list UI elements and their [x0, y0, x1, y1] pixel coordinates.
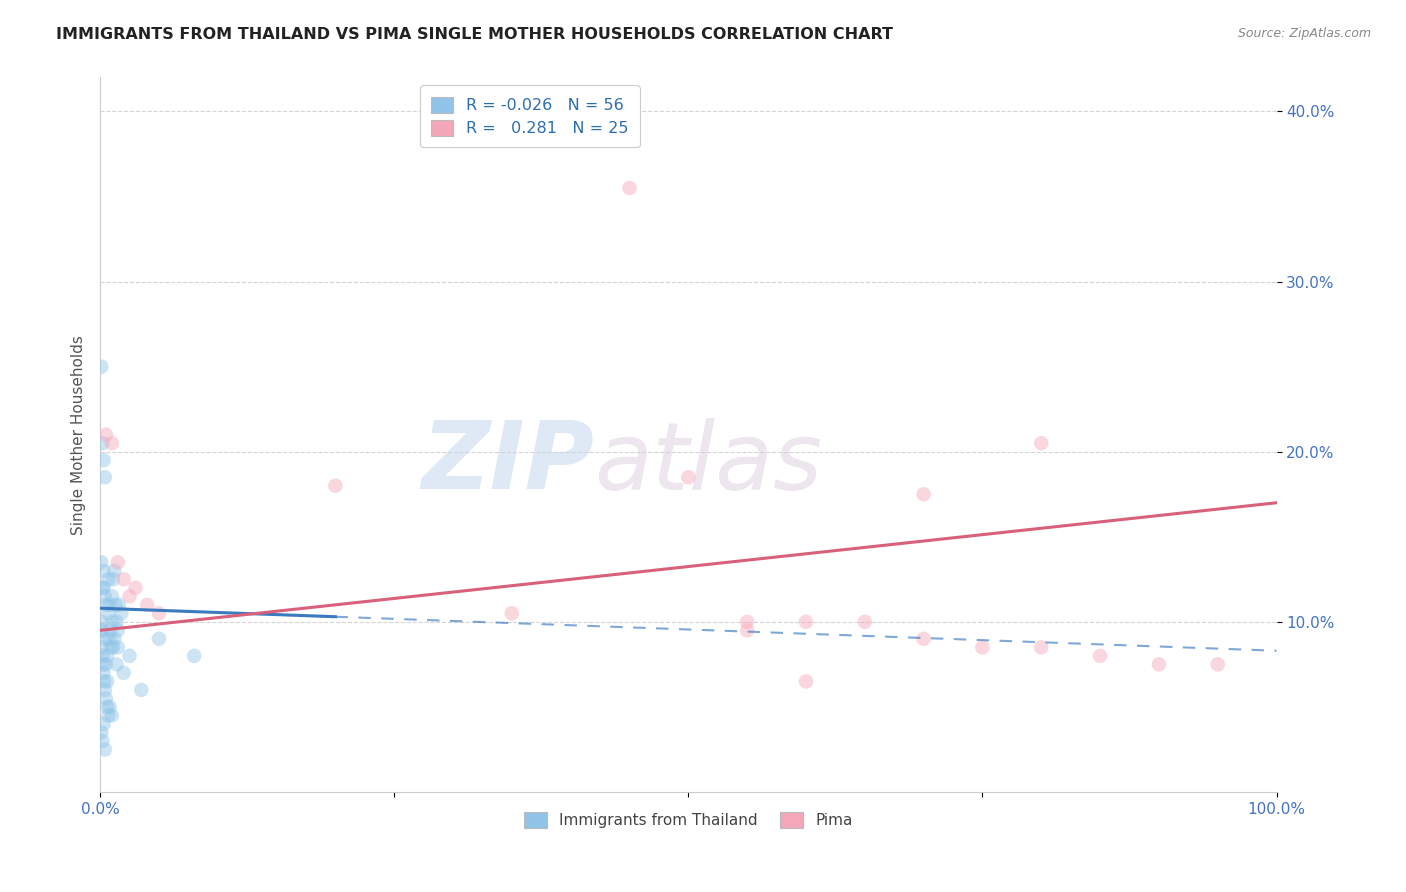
Point: [98, 632, 121, 646]
Point: [96, 674, 118, 689]
Point: [325, 479, 347, 493]
Point: [1147, 657, 1170, 672]
Point: [96, 648, 118, 663]
Point: [912, 632, 935, 646]
Point: [103, 632, 125, 646]
Point: [101, 436, 124, 450]
Point: [183, 648, 205, 663]
Point: [107, 555, 129, 569]
Y-axis label: Single Mother Households: Single Mother Households: [72, 334, 86, 534]
Point: [90, 359, 112, 374]
Point: [1088, 648, 1111, 663]
Point: [94, 691, 117, 706]
Point: [1206, 657, 1229, 672]
Point: [94, 590, 117, 604]
Point: [97, 607, 120, 621]
Point: [91, 734, 114, 748]
Point: [93, 581, 115, 595]
Point: [101, 708, 124, 723]
Point: [118, 648, 141, 663]
Point: [101, 590, 124, 604]
Legend: Immigrants from Thailand, Pima: Immigrants from Thailand, Pima: [517, 806, 859, 834]
Text: IMMIGRANTS FROM THAILAND VS PIMA SINGLE MOTHER HOUSEHOLDS CORRELATION CHART: IMMIGRANTS FROM THAILAND VS PIMA SINGLE …: [56, 27, 893, 42]
Point: [131, 682, 153, 697]
Point: [90, 640, 112, 655]
Point: [972, 640, 994, 655]
Point: [107, 624, 129, 638]
Point: [148, 632, 170, 646]
Point: [794, 674, 817, 689]
Point: [90, 624, 112, 638]
Point: [912, 487, 935, 501]
Point: [90, 615, 112, 629]
Point: [93, 674, 115, 689]
Point: [105, 657, 128, 672]
Point: [118, 590, 141, 604]
Point: [101, 640, 124, 655]
Point: [148, 607, 170, 621]
Text: Source: ZipAtlas.com: Source: ZipAtlas.com: [1237, 27, 1371, 40]
Point: [94, 682, 117, 697]
Point: [107, 640, 129, 655]
Text: ZIP: ZIP: [422, 417, 595, 509]
Point: [136, 598, 159, 612]
Point: [619, 181, 641, 195]
Point: [103, 564, 125, 578]
Text: atlas: atlas: [595, 417, 823, 508]
Point: [98, 699, 121, 714]
Point: [97, 708, 120, 723]
Point: [94, 632, 117, 646]
Point: [124, 581, 146, 595]
Point: [104, 598, 127, 612]
Point: [93, 717, 115, 731]
Point: [108, 598, 131, 612]
Point: [93, 665, 115, 680]
Point: [101, 615, 124, 629]
Point: [735, 624, 758, 638]
Point: [93, 564, 115, 578]
Point: [112, 665, 135, 680]
Point: [90, 555, 112, 569]
Point: [1031, 640, 1053, 655]
Point: [91, 581, 114, 595]
Point: [90, 725, 112, 739]
Point: [101, 572, 124, 586]
Point: [94, 598, 117, 612]
Point: [94, 742, 117, 756]
Point: [853, 615, 876, 629]
Point: [94, 427, 117, 442]
Point: [94, 470, 117, 484]
Point: [98, 598, 121, 612]
Point: [794, 615, 817, 629]
Point: [110, 607, 132, 621]
Point: [100, 640, 122, 655]
Point: [94, 657, 117, 672]
Point: [91, 648, 114, 663]
Point: [112, 572, 135, 586]
Point: [735, 615, 758, 629]
Point: [501, 607, 523, 621]
Point: [91, 436, 114, 450]
Point: [100, 624, 122, 638]
Point: [97, 572, 120, 586]
Point: [93, 453, 115, 467]
Point: [96, 699, 118, 714]
Point: [1031, 436, 1053, 450]
Point: [678, 470, 700, 484]
Point: [105, 615, 128, 629]
Point: [91, 624, 114, 638]
Point: [91, 657, 114, 672]
